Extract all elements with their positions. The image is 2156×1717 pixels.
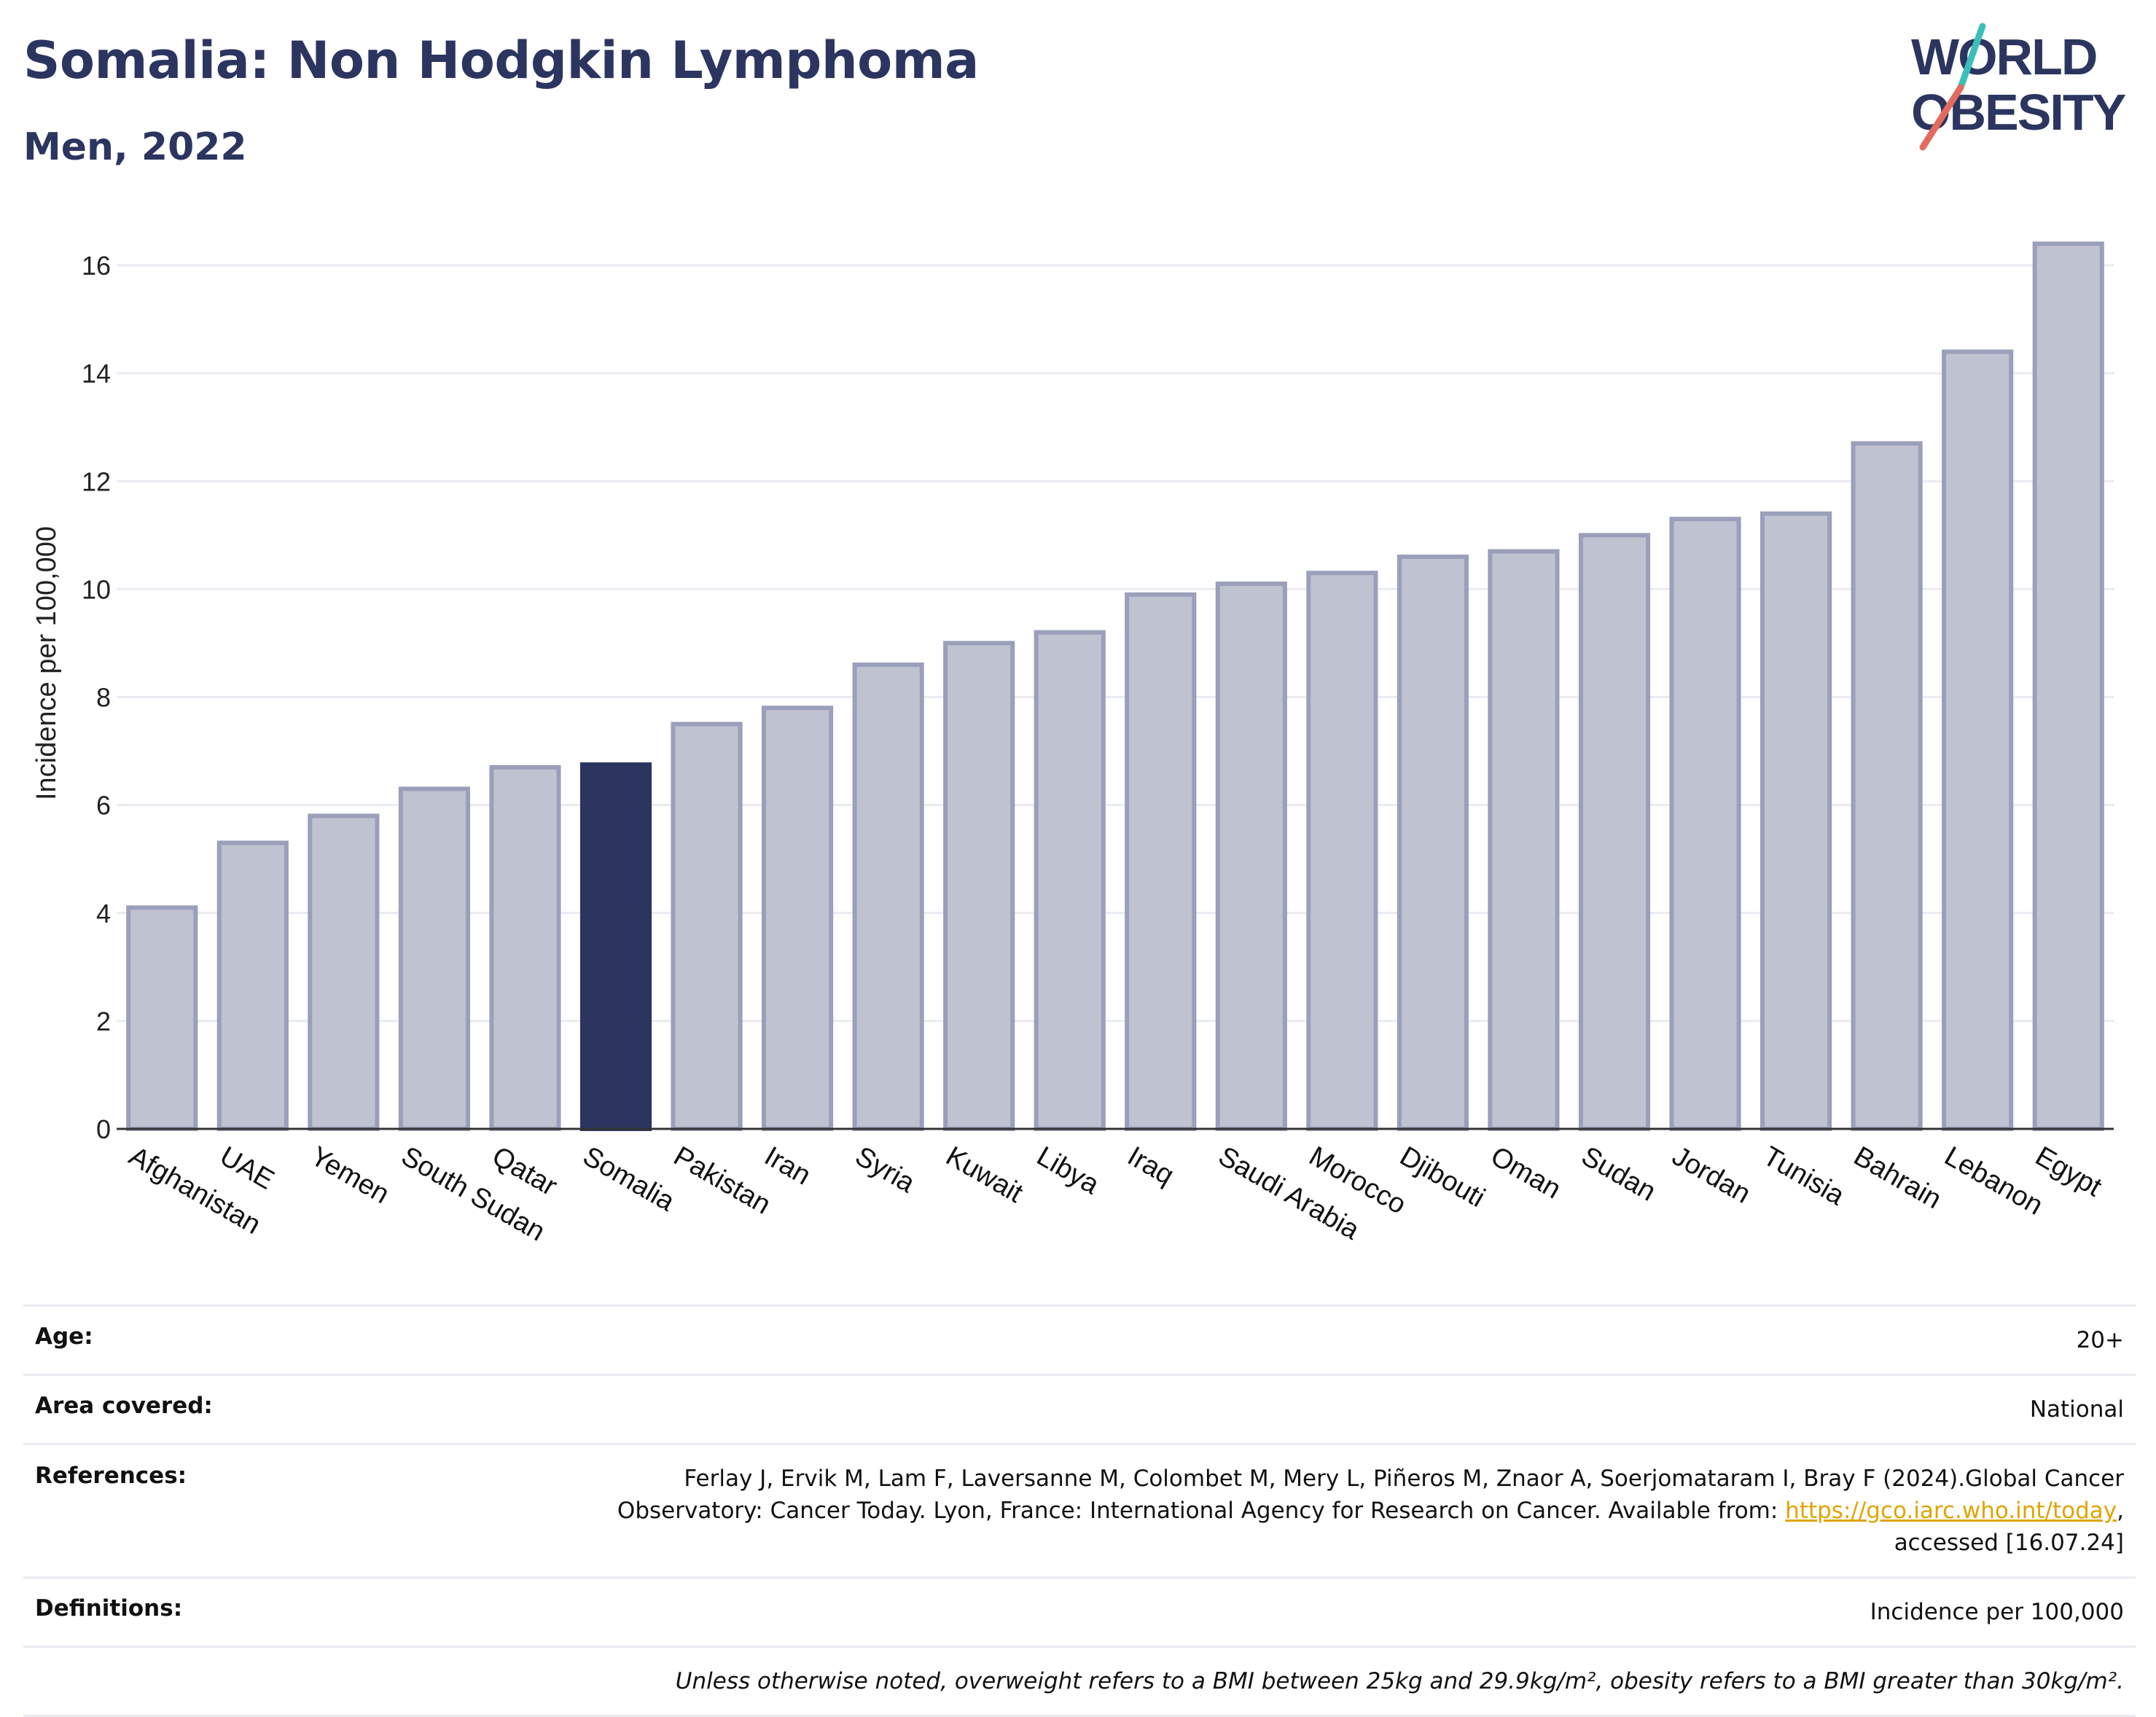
bar-afghanistan [126,905,198,1131]
bar-qatar [489,764,561,1132]
y-tick-label: 14 [82,359,111,388]
bar-uae [216,840,289,1131]
bar-egypt [2032,241,2104,1131]
x-tick-label: Pakistan [668,1141,776,1220]
bar-sudan [1578,533,1651,1131]
logo-slash-teal [1957,23,1986,91]
bar-lebanon [1942,349,2014,1131]
x-tick-label: Yemen [305,1141,394,1210]
bar-iran [762,705,834,1131]
page-title: Somalia: Non Hodgkin Lymphoma [23,31,979,90]
x-tick-label: Oman [1485,1141,1566,1205]
bar-jordan [1669,517,1741,1131]
bar-bahrain [1851,441,1923,1131]
logo-slash-coral [1919,84,1964,151]
references-value: Ferlay J, Ervik M, Lam F, Laversanne M, … [617,1463,2124,1559]
y-axis-label: Incidence per 100,000 [31,526,62,800]
bar-tunisia [1760,511,1832,1131]
y-tick-labels: 0 2 4 6 8 10 12 14 16 [82,251,111,1144]
x-tick-label: Bahrain [1848,1141,1946,1215]
bar-kuwait [943,641,1015,1131]
definitions-label: Definitions: [35,1595,183,1622]
y-tick-label: 12 [82,466,111,496]
y-tick-label: 10 [82,574,111,604]
references-label: References: [35,1463,187,1489]
references-line-3: accessed [16.07.24] [1894,1530,2124,1556]
bar-morocco [1306,571,1378,1131]
area-value: National [2029,1396,2124,1423]
references-line-2-text: Observatory: Cancer Today. Lyon, France:… [617,1498,1778,1524]
age-label: Age: [35,1323,93,1350]
x-tick-label: Kuwait [941,1141,1028,1209]
x-tick-label: Somalia [578,1141,681,1217]
bar-iraq [1125,592,1197,1131]
x-tick-label: Djibouti [1394,1141,1490,1213]
bars [126,241,2104,1132]
bar-south-sudan [398,786,470,1131]
references-line-1: Ferlay J, Ervik M, Lam F, Laversanne M, … [684,1466,2124,1492]
x-tick-label: Jordan [1667,1141,1756,1209]
definitions-value: Incidence per 100,000 [1870,1599,2124,1625]
x-tick-label: Syria [850,1141,921,1199]
y-tick-label: 6 [96,791,111,821]
x-tick-label: Sudan [1577,1141,1661,1207]
y-tick-label: 16 [82,251,111,281]
info-table: Age: 20+ Area covered: National Referenc… [23,1305,2136,1717]
bar-oman [1488,549,1560,1131]
bar-yemen [308,813,380,1131]
references-line-2: Observatory: Cancer Today. Lyon, France:… [617,1498,2124,1524]
info-row-references: References: Ferlay J, Ervik M, Lam F, La… [23,1443,2136,1576]
info-row-area: Area covered: National [23,1374,2136,1443]
bar-saudi-arabia [1215,582,1287,1131]
info-row-age: Age: 20+ [23,1305,2136,1374]
bar-libya [1034,630,1106,1131]
age-value: 20+ [2076,1327,2124,1353]
references-link[interactable]: https://gco.iarc.who.int/today [1785,1498,2117,1524]
area-label: Area covered: [35,1393,213,1419]
bar-somalia [579,762,652,1132]
y-tick-label: 0 [96,1114,111,1144]
x-tick-label: Lebanon [1940,1141,2048,1221]
bar-pakistan [671,721,743,1131]
footnote: Unless otherwise noted, overweight refer… [675,1668,2124,1694]
bar-syria [852,662,924,1131]
y-tick-label: 4 [96,899,111,928]
y-tick-label: 2 [96,1006,111,1036]
logo-text-world: WORLD [1911,28,2096,85]
page-subtitle: Men, 2022 [23,125,247,169]
x-tick-label: Iraq [1122,1141,1179,1191]
x-tick-label: Tunisia [1758,1141,1851,1211]
x-tick-label: Iran [759,1141,816,1191]
x-tick-label: Libya [1031,1141,1104,1200]
world-obesity-logo: WORLD OBESITY [1911,23,2128,151]
info-row-note: Unless otherwise noted, overweight refer… [23,1646,2136,1717]
info-row-definitions: Definitions: Incidence per 100,000 [23,1576,2136,1646]
y-tick-label: 8 [96,683,111,713]
bar-djibouti [1397,554,1469,1132]
x-tick-label: UAE [214,1141,279,1195]
